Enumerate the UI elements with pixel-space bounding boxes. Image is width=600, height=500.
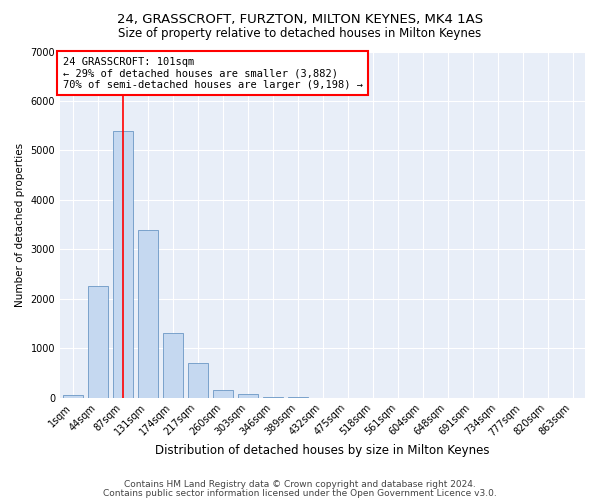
Text: 24, GRASSCROFT, FURZTON, MILTON KEYNES, MK4 1AS: 24, GRASSCROFT, FURZTON, MILTON KEYNES, …: [117, 12, 483, 26]
X-axis label: Distribution of detached houses by size in Milton Keynes: Distribution of detached houses by size …: [155, 444, 490, 458]
Y-axis label: Number of detached properties: Number of detached properties: [15, 142, 25, 306]
Bar: [212, 390, 233, 398]
Bar: [137, 230, 158, 398]
Text: Contains public sector information licensed under the Open Government Licence v3: Contains public sector information licen…: [103, 489, 497, 498]
Bar: [163, 334, 182, 398]
Bar: [62, 395, 83, 398]
Text: 24 GRASSCROFT: 101sqm
← 29% of detached houses are smaller (3,882)
70% of semi-d: 24 GRASSCROFT: 101sqm ← 29% of detached …: [62, 56, 362, 90]
Text: Size of property relative to detached houses in Milton Keynes: Size of property relative to detached ho…: [118, 28, 482, 40]
Bar: [88, 286, 107, 398]
Bar: [263, 396, 283, 398]
Text: Contains HM Land Registry data © Crown copyright and database right 2024.: Contains HM Land Registry data © Crown c…: [124, 480, 476, 489]
Bar: [188, 363, 208, 398]
Bar: [113, 130, 133, 398]
Bar: [238, 394, 257, 398]
